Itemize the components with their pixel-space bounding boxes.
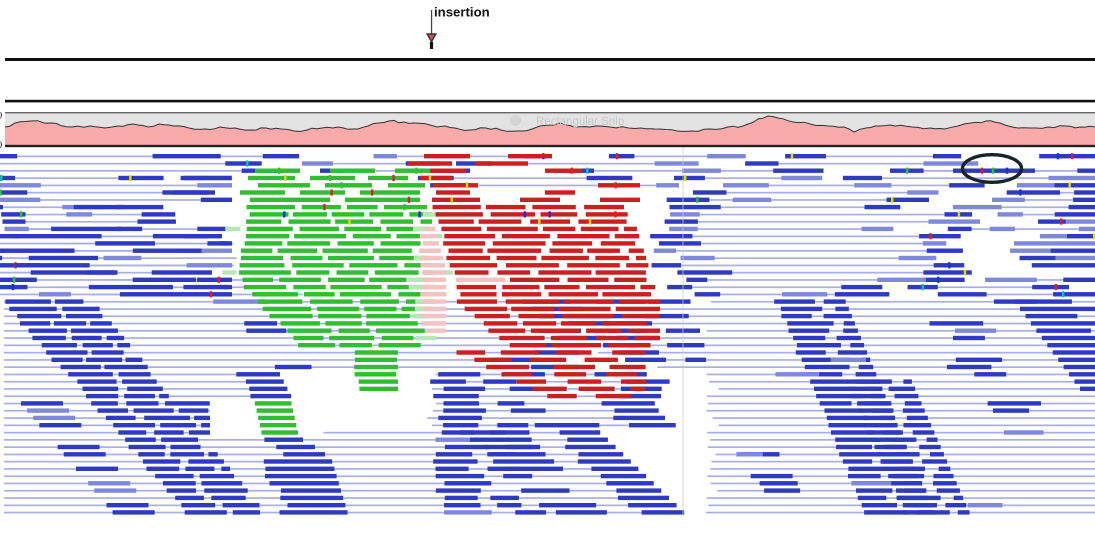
svg-text:0: 0 (0, 112, 2, 122)
svg-text:Rectangular Snip: Rectangular Snip (536, 116, 624, 128)
svg-text:insertion: insertion (434, 5, 490, 20)
svg-text:0: 0 (0, 141, 2, 151)
